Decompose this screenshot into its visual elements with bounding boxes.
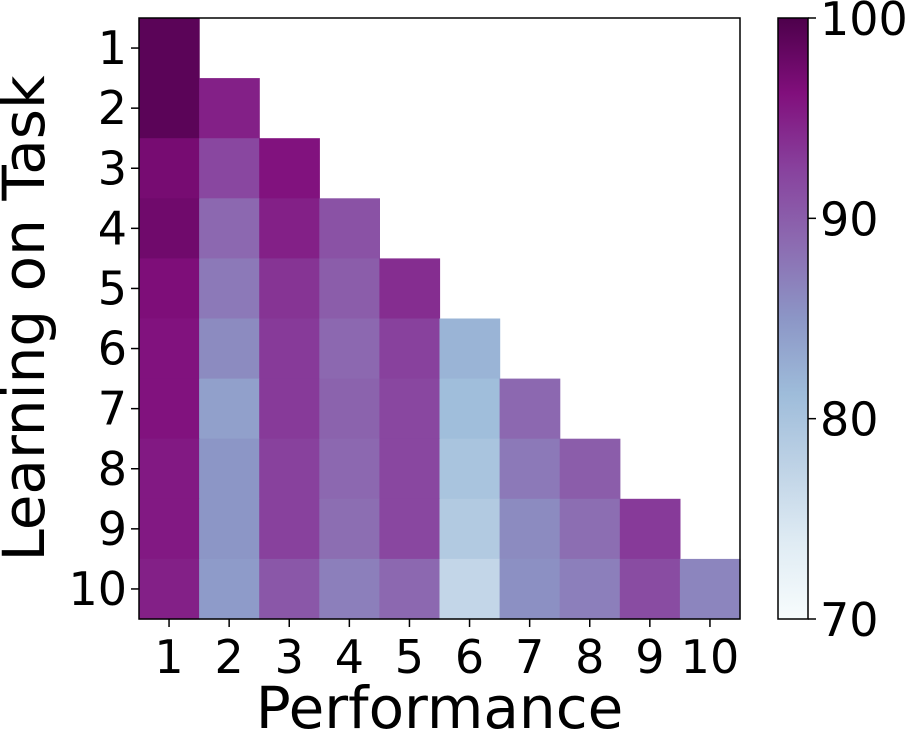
x-tick-label: 7 [515,630,544,684]
x-tick-label: 10 [681,630,740,684]
heatmap-cell [319,318,380,380]
heatmap-cell [439,498,501,560]
heatmap-cell [199,378,260,440]
heatmap-cell [139,438,200,500]
heatmap-cell [139,318,200,380]
heatmap-cell [439,558,501,620]
y-axis-ticks: 1 2 3 4 5 6 7 8 9 10 [68,21,139,616]
heatmap-cell [139,558,200,620]
y-tick-label: 2 [98,81,127,135]
heatmap-cell [379,378,441,440]
heatmap-cell [259,138,320,199]
heatmap-cell [559,558,621,620]
heatmap-cell [139,78,200,139]
heatmap-cell [199,198,260,259]
heatmap-cell [439,438,501,500]
heatmap-cell [319,198,380,259]
heatmap-cell [259,438,320,500]
x-tick-label: 4 [335,630,364,684]
x-tick-label: 1 [154,630,183,684]
heatmap-cell [439,318,501,380]
heatmap-cell [319,438,380,500]
heatmap-cell [139,378,200,440]
heatmap-cell [199,258,260,320]
y-tick-label: 9 [98,502,127,556]
y-tick-label: 6 [98,322,127,376]
y-tick-label: 3 [98,141,127,195]
x-tick-label: 3 [275,630,304,684]
heatmap-cell [199,438,260,500]
x-tick-label: 8 [575,630,604,684]
heatmap-cell [139,138,200,199]
x-axis-label: Performance [256,674,624,742]
heatmap-cell [379,438,441,500]
colorbar-ticks: 70 80 90 100 [808,0,908,647]
heatmap-cell [379,558,441,620]
colorbar-tick-label: 100 [820,0,908,46]
heatmap-cell [319,258,380,320]
colorbar [777,17,809,620]
heatmap-cell [379,318,441,380]
heatmap-cell [319,498,380,560]
heatmap-cells [139,18,741,620]
heatmap-cell [379,498,441,560]
heatmap-cell [199,498,260,560]
y-tick-label: 10 [68,562,127,616]
heatmap-cell [499,438,561,500]
heatmap-cell [559,438,621,500]
heatmap-cell [139,198,200,259]
heatmap-cell [199,78,260,139]
heatmap-cell [619,498,681,560]
y-axis-label: Learning on Task [0,75,58,562]
heatmap-cell [139,498,200,560]
heatmap-cell [379,258,441,320]
heatmap-cell [319,558,380,620]
heatmap-cell [439,378,501,440]
heatmap-cell [499,498,561,560]
heatmap-cell [499,378,561,440]
y-tick-label: 5 [98,261,127,315]
colorbar-tick-label: 70 [820,593,879,647]
plot-frame [138,17,741,620]
heatmap-cell [679,558,741,620]
x-tick-label: 5 [395,630,424,684]
heatmap-cell [139,258,200,320]
heatmap-cell [139,18,200,79]
heatmap-cell [499,558,561,620]
y-tick-label: 4 [98,201,127,255]
heatmap-cell [199,318,260,380]
heatmap-cell [259,258,320,320]
y-tick-label: 8 [98,442,127,496]
heatmap-cell [259,318,320,380]
heatmap-cell [199,138,260,199]
heatmap-cell [259,558,320,620]
heatmap-cell [259,198,320,259]
heatmap-cell [259,498,320,560]
heatmap-cell [199,558,260,620]
colorbar-tick-label: 80 [820,393,879,447]
y-tick-label: 1 [98,21,127,75]
x-tick-label: 9 [635,630,664,684]
heatmap-cell [559,498,621,560]
heatmap-cell [319,378,380,440]
y-tick-label: 7 [98,382,127,436]
x-tick-label: 6 [455,630,484,684]
heatmap-cell [619,558,681,620]
colorbar-tick-label: 90 [820,192,879,246]
x-tick-label: 2 [215,630,244,684]
x-axis-ticks: 1 2 3 4 5 6 7 8 9 10 [154,619,739,684]
heatmap-cell [259,378,320,440]
